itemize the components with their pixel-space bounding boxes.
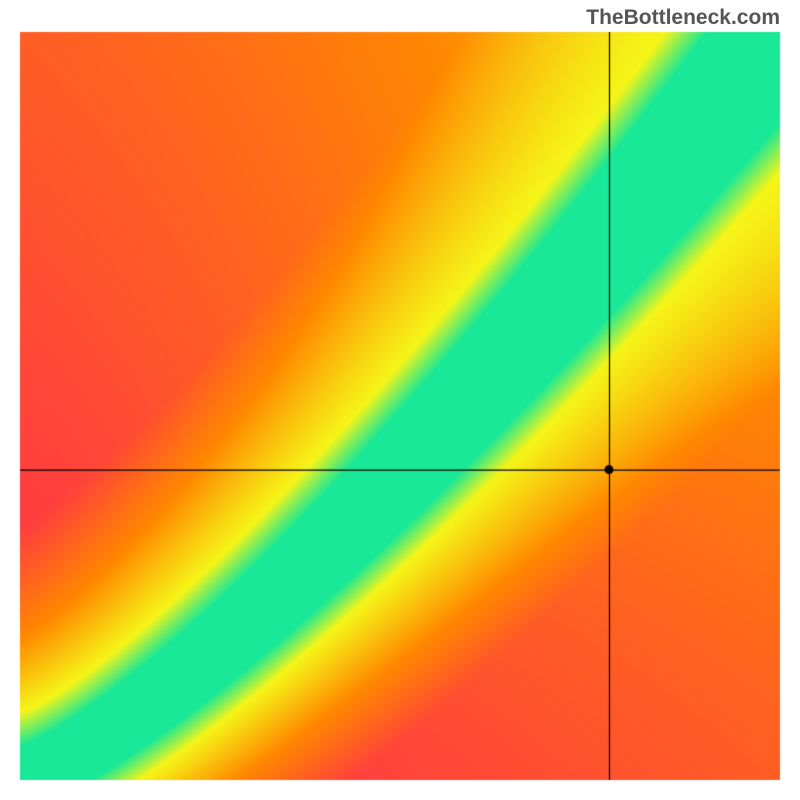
watermark-text: TheBottleneck.com [586, 6, 780, 30]
chart-container: TheBottleneck.com [0, 0, 800, 800]
bottleneck-heatmap [0, 0, 800, 800]
